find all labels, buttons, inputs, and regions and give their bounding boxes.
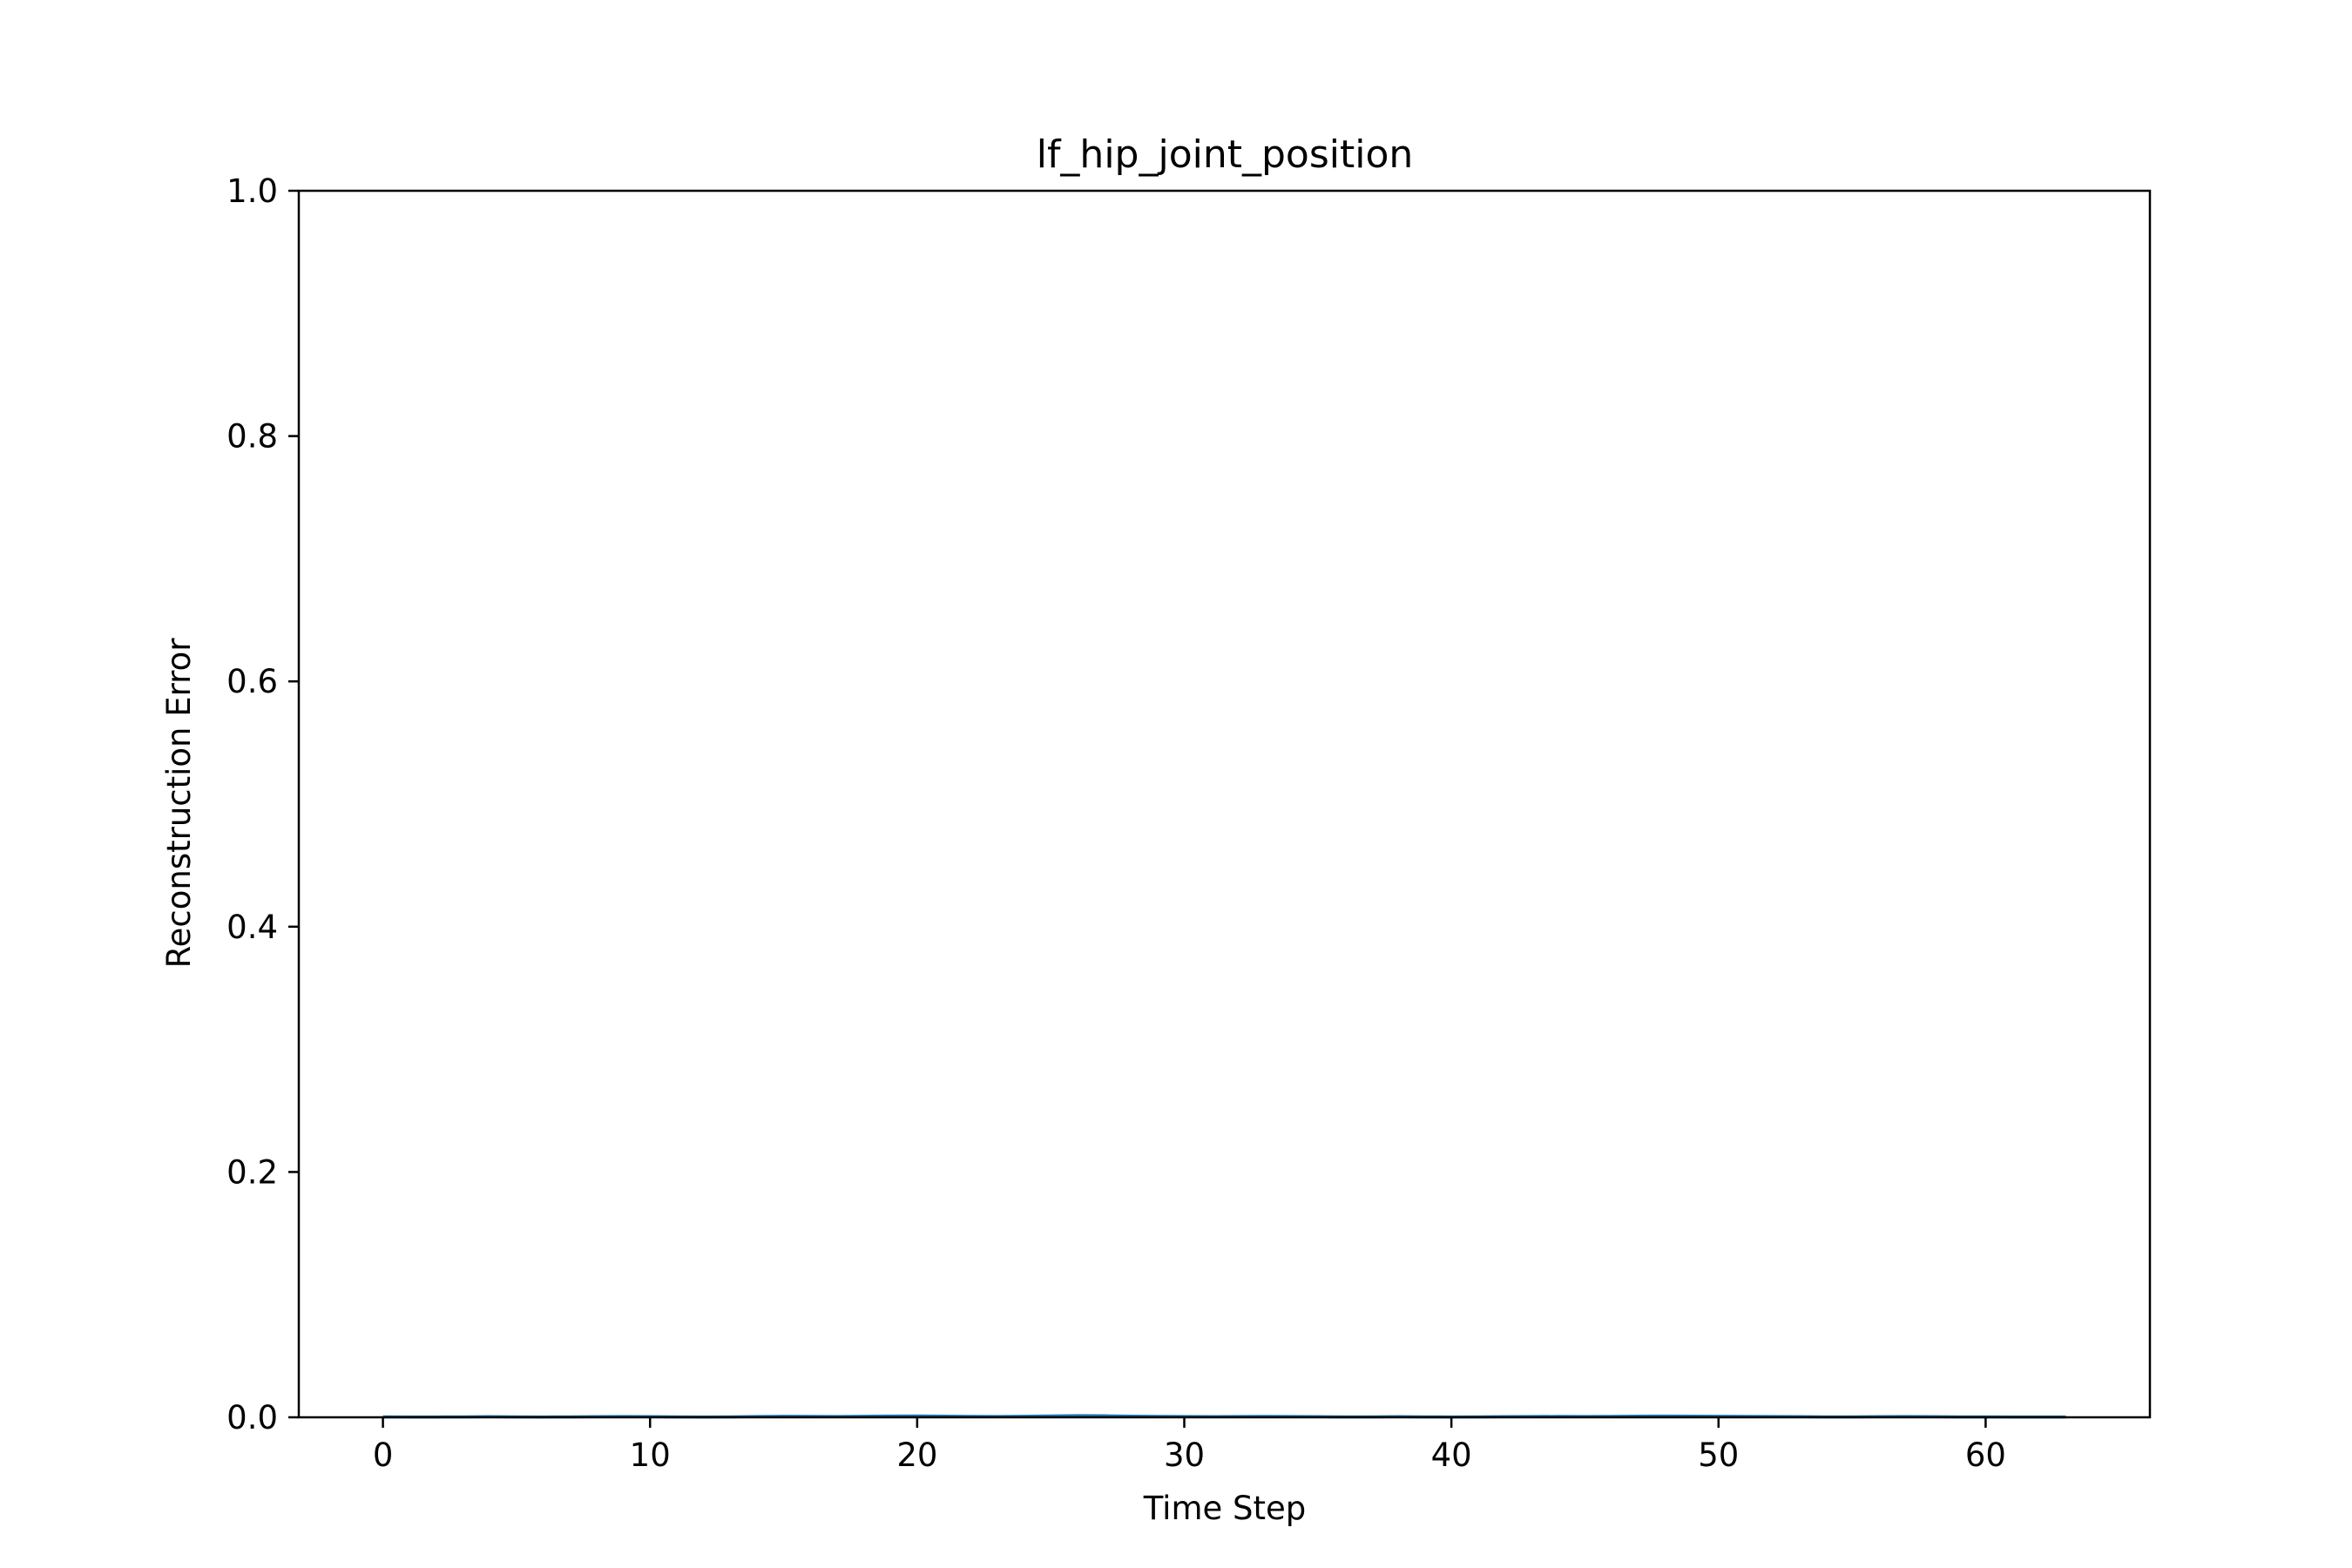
y-axis-label: Reconstruction Error (160, 638, 198, 969)
x-tick-label: 0 (373, 1436, 394, 1474)
x-tick-label: 10 (630, 1436, 671, 1474)
plot-frame (297, 189, 2152, 1419)
x-axis-label: Time Step (1143, 1490, 1307, 1527)
y-tick-label: 0.0 (226, 1399, 278, 1436)
x-tick-label: 50 (1698, 1436, 1739, 1474)
y-tick-label: 0.4 (226, 909, 278, 946)
y-tick-label: 0.8 (226, 418, 278, 456)
y-tick-label: 0.2 (226, 1153, 278, 1191)
chart-title: lf_hip_joint_position (1037, 132, 1414, 177)
y-tick-label: 1.0 (226, 172, 278, 210)
x-tick-label: 40 (1431, 1436, 1472, 1474)
x-tick-label: 20 (896, 1436, 937, 1474)
x-tick-label: 30 (1164, 1436, 1205, 1474)
y-tick-label: 0.6 (226, 663, 278, 700)
x-axis-ticks: 0 10 20 30 40 50 60 (373, 1417, 2006, 1474)
y-axis-ticks: 0.0 0.2 0.4 0.6 0.8 1.0 (226, 172, 299, 1436)
x-tick-label: 60 (1965, 1436, 2006, 1474)
